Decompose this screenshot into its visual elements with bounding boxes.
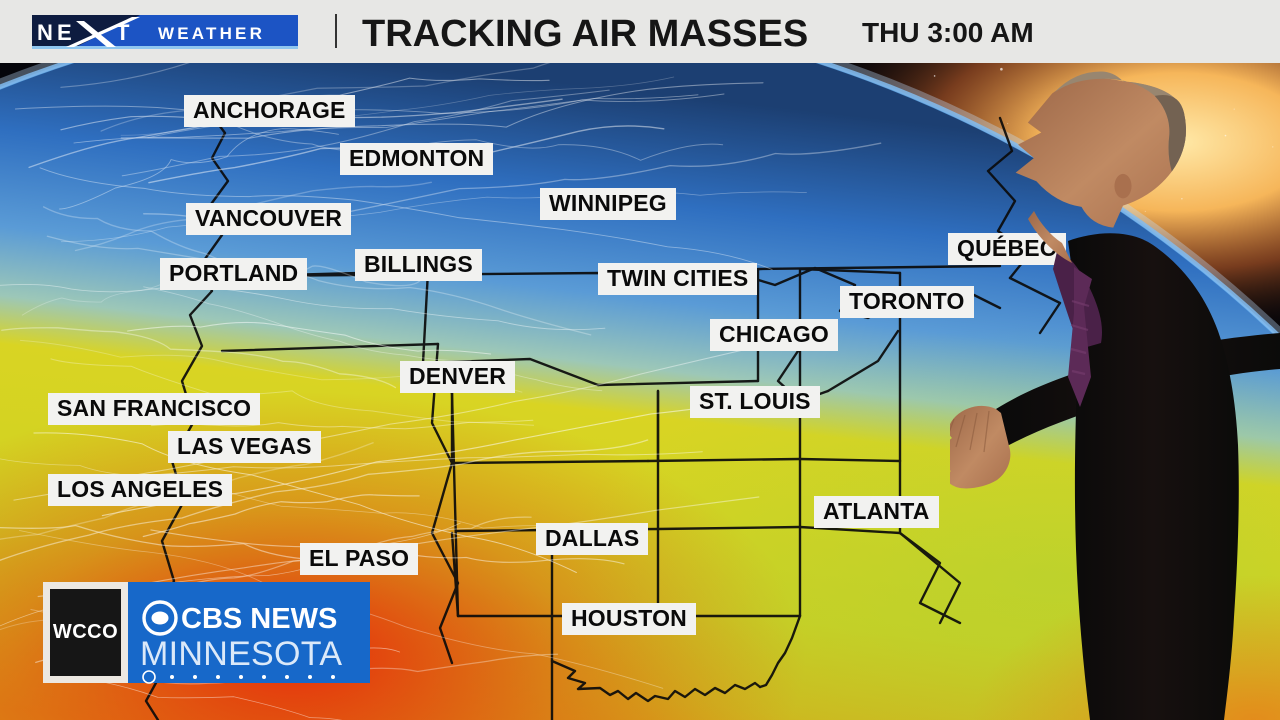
svg-text:N: N (37, 20, 53, 45)
svg-text:WEATHER: WEATHER (158, 24, 265, 43)
svg-text:E: E (57, 20, 72, 45)
svg-text:CBS NEWS: CBS NEWS (181, 603, 337, 635)
svg-text:T: T (116, 20, 130, 45)
